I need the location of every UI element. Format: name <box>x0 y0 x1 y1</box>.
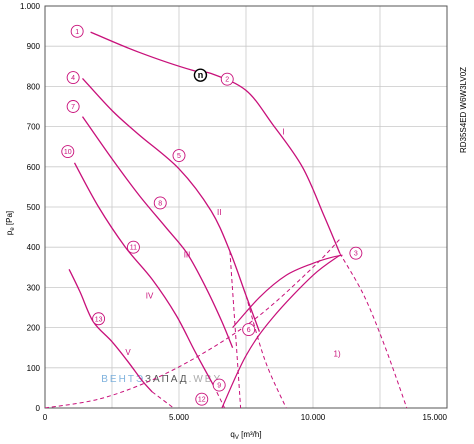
marker-number: 10 <box>64 149 72 156</box>
marker-number: 12 <box>198 397 206 404</box>
series-line-3 <box>73 162 215 387</box>
marker-circle <box>242 323 256 337</box>
operating-point-marker: 2 <box>220 72 234 86</box>
series-line-5 <box>45 238 341 408</box>
operating-point-marker: 13 <box>92 312 106 326</box>
x-tick-label: 15.000 <box>423 413 448 422</box>
marker-circle <box>92 312 106 326</box>
operating-point-marker: 3 <box>349 246 363 260</box>
operating-point-marker: 11 <box>126 240 140 254</box>
marker-circle <box>61 145 75 158</box>
series-line-2 <box>81 116 234 348</box>
n-marker-text: n <box>198 70 204 80</box>
marker-number: 4 <box>71 75 75 82</box>
y-tick-label: 100 <box>27 364 41 373</box>
operating-point-marker: 4 <box>66 71 80 85</box>
operating-point-marker: 9 <box>212 378 226 392</box>
marker-circle <box>70 24 84 38</box>
curves-layer <box>45 31 408 408</box>
plot-border <box>44 5 448 409</box>
marker-number: 8 <box>158 200 162 207</box>
grid-layer <box>45 5 447 409</box>
speed-curve-label: III <box>184 250 191 259</box>
marker-circle <box>172 149 186 162</box>
extension-line-0 <box>245 295 287 408</box>
operating-point-marker: 12 <box>195 392 209 406</box>
speed-curve-label: I <box>282 128 284 137</box>
watermark: ВЕНТЭЗАПАД.WBY <box>101 374 222 385</box>
operating-point-marker: 1 <box>70 24 84 38</box>
marker-number: 9 <box>217 383 221 390</box>
marker-circle <box>195 392 209 406</box>
system-curve-left <box>221 254 341 408</box>
x-tick-label: 10.000 <box>301 413 326 422</box>
y-tick-label: 300 <box>27 283 41 292</box>
speed-curve-label: IV <box>146 292 154 301</box>
x-tick-label: 0 <box>43 413 48 422</box>
y-tick-label: 400 <box>27 243 41 252</box>
y-tick-label: 900 <box>27 42 41 51</box>
marker-circle <box>66 100 80 113</box>
x-axis-title: qV [m³/h] <box>230 430 261 441</box>
y-tick-label: 200 <box>27 324 41 333</box>
y-tick-label: 500 <box>27 203 41 212</box>
marker-circle <box>212 378 226 392</box>
y-tick-label: 700 <box>27 123 41 132</box>
marker-number: 7 <box>71 104 75 111</box>
y-axis-title: pe [Pa] <box>5 211 16 235</box>
tick-labels: 0 100 200 300 400 500 600 700 800 900 1.000 0 5.000 1… <box>20 2 448 422</box>
operating-point-marker: 10 <box>61 145 75 158</box>
n-marker-circle <box>193 68 208 82</box>
y-tick-label: 600 <box>27 163 41 172</box>
series-line-1 <box>82 77 261 332</box>
system-curve-right <box>232 254 343 329</box>
x-tick-label: 5.000 <box>169 413 190 422</box>
operating-point-marker: 7 <box>66 100 80 113</box>
watermark-text: ВЕНТЭЗАПАД.WBY <box>101 374 222 385</box>
marker-circle <box>220 72 234 86</box>
marker-number: 3 <box>354 251 358 258</box>
model-code-label: RD35S4ED W6W3LV0Z <box>459 67 468 153</box>
marker-circle <box>153 196 167 210</box>
marker-number: 2 <box>225 77 229 84</box>
plot-frame <box>44 5 448 409</box>
extension-line-3 <box>151 391 174 408</box>
y-tick-label: 0 <box>36 404 41 413</box>
marker-circle <box>126 240 140 254</box>
operating-point-marker: 6 <box>242 323 256 337</box>
speed-curve-label: II <box>217 208 221 217</box>
extension-line-4 <box>339 252 408 408</box>
y-tick-label: 800 <box>27 82 41 91</box>
marker-number: 13 <box>95 316 103 323</box>
series-line-4 <box>68 269 153 393</box>
series-line-0 <box>90 31 341 254</box>
operating-point-marker: 8 <box>153 196 167 210</box>
marker-number: 11 <box>130 245 137 252</box>
marker-number: 5 <box>177 153 181 160</box>
marker-number: 6 <box>247 327 251 334</box>
n-speed-marker: n <box>193 68 208 82</box>
marker-circle <box>349 246 363 260</box>
system-curve-label: 1) <box>334 350 341 359</box>
marker-number: 1 <box>75 29 79 36</box>
extension-line-1 <box>229 251 242 408</box>
marker-circle <box>66 71 80 85</box>
speed-curve-label: V <box>125 348 131 357</box>
operating-point-marker: 5 <box>172 149 186 162</box>
y-tick-label: 1.000 <box>20 2 41 11</box>
